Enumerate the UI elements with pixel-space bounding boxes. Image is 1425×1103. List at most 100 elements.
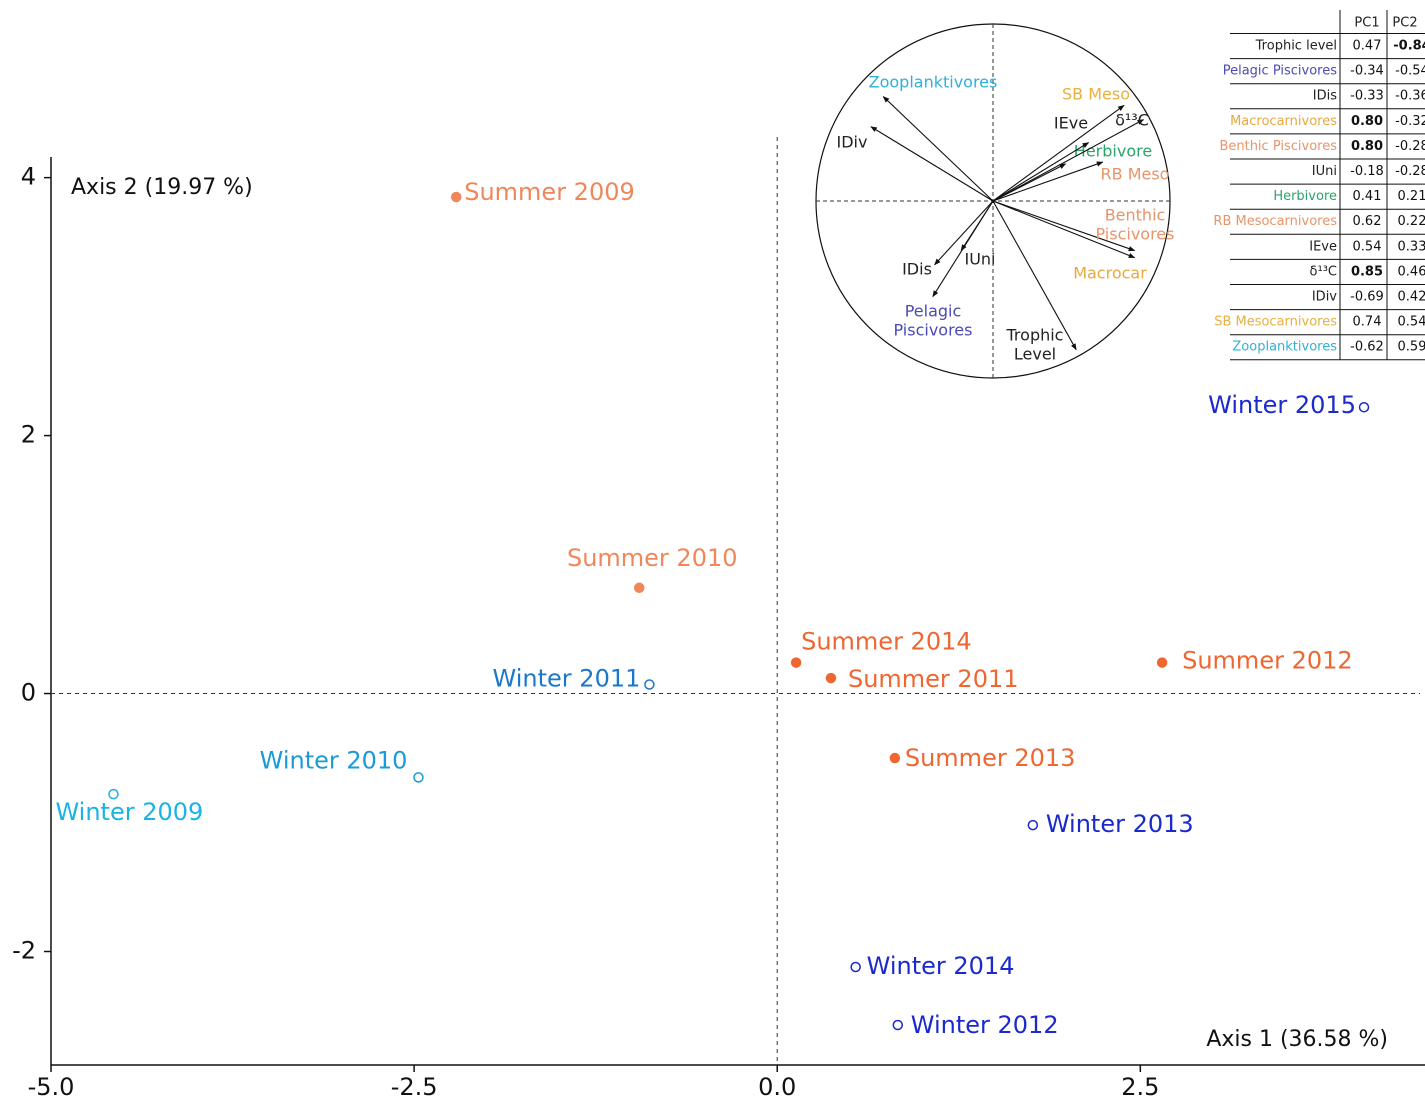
point-label: Winter 2010 [260,746,408,774]
loading-arrow [992,161,1104,202]
table-variable: Benthic Piscivores [1219,139,1337,154]
table-pc2: -0.32 [1395,114,1425,129]
table-header: PC1 [1354,16,1379,31]
table-pc2: 0.54 [1398,315,1425,330]
point-label: Summer 2014 [801,628,972,656]
data-point [1358,401,1370,413]
table-pc2: -0.28 [1395,139,1425,154]
data-point [825,672,837,684]
loading-arrow [992,104,1125,202]
table-pc1: 0.47 [1353,39,1382,54]
table-pc2: -0.36 [1395,89,1425,104]
arrow-label: Macrocar [1073,264,1147,283]
point-label: Winter 2009 [55,798,203,826]
table-header: PC2 [1392,16,1417,31]
table-variable: RB Mesocarnivores [1213,214,1337,229]
point-label: Winter 2012 [911,1011,1059,1039]
point-label: Summer 2010 [567,544,738,572]
table-pc1: 0.54 [1353,239,1382,254]
table-pc2: 0.33 [1398,239,1425,254]
table-pc1: 0.85 [1351,264,1383,279]
table-variable: IDiv [1312,290,1337,305]
table-pc1: 0.74 [1353,315,1382,330]
data-point [644,679,655,690]
table-pc1: -0.69 [1350,290,1384,305]
data-point [889,752,901,764]
table-pc2: 0.59 [1398,340,1425,355]
table-variable: IUni [1312,164,1337,179]
data-point [892,1019,904,1031]
loading-arrow [960,200,994,252]
y-tick-label: -2 [12,937,36,965]
data-point [108,788,119,800]
table-pc1: -0.33 [1350,89,1384,104]
data-point [850,961,861,973]
table-pc1: 0.80 [1351,139,1383,154]
table-pc2: 0.46 [1398,264,1425,279]
y-tick-label: 0 [21,679,36,707]
arrow-label: Level [1014,345,1056,364]
data-point [633,582,645,594]
table-pc1: -0.62 [1350,340,1384,355]
table-pc2: 0.42 [1398,290,1425,305]
table-pc2: -0.54 [1395,64,1425,79]
loading-arrow [882,96,994,202]
loading-arrow [992,200,1077,351]
data-point [1156,657,1168,668]
loading-arrow [934,200,994,266]
data-point [1027,819,1039,831]
table-variable: IDis [1313,89,1337,104]
table-variable: IEve [1309,239,1337,254]
y-axis-title: Axis 2 (19.97 %) [71,175,253,200]
loading-arrow [870,126,994,202]
point-label: Summer 2012 [1182,647,1353,675]
table-pc1: -0.34 [1350,64,1384,79]
table-pc1: 0.62 [1353,214,1382,229]
table-pc1: 0.41 [1353,189,1382,204]
arrow-label: IDis [902,260,932,279]
arrow-label: Pelagic [905,302,962,321]
arrow-label: Benthic [1105,206,1166,225]
x-tick-label: -2.5 [391,1073,438,1101]
table-pc1: -0.18 [1350,164,1384,179]
arrow-label: IEve [1054,114,1088,133]
arrow-label: Trophic [1006,326,1064,345]
arrow-label: IUni [964,250,995,269]
table-pc2: 0.22 [1398,214,1425,229]
point-label: Winter 2011 [493,665,641,693]
arrow-label: δ¹³C [1115,111,1149,130]
x-tick-label: 0.0 [758,1073,796,1101]
table-variable: SB Mesocarnivores [1214,315,1337,330]
table-variable: δ¹³C [1310,264,1337,279]
table-variable: Macrocarnivores [1230,114,1337,129]
arrow-label: Piscivores [894,321,973,340]
point-label: Winter 2014 [867,952,1015,980]
loading-arrow [992,119,1145,202]
table-pc2: -0.84 [1393,39,1425,54]
loadings-table: PC1 PC2 Trophic level 0.47 -0.84 Pelagic Pisc… [1213,10,1425,361]
point-label: Winter 2013 [1046,810,1194,838]
arrow-label: RB Meso [1101,165,1170,184]
y-tick-label: 4 [21,163,36,191]
loading-arrow [992,200,1136,259]
data-point [790,657,802,668]
data-point [450,191,462,203]
arrow-label: SB Meso [1062,85,1130,104]
table-pc2: -0.28 [1395,164,1425,179]
arrow-label: IDiv [837,133,868,152]
loading-arrow [992,200,1136,252]
table-variable: Zooplanktivores [1232,340,1337,355]
point-label: Summer 2011 [848,665,1019,693]
table-variable: Pelagic Piscivores [1223,64,1337,79]
point-label: Summer 2013 [905,744,1076,772]
loading-arrow [992,142,1090,202]
table-pc1: 0.80 [1351,114,1383,129]
x-tick-label: 2.5 [1121,1073,1159,1101]
arrow-label: Piscivores [1096,225,1175,244]
x-tick-label: -5.0 [28,1073,75,1101]
data-point [413,772,424,783]
table-variable: Herbivore [1273,189,1337,204]
table-variable: Trophic level [1255,39,1337,54]
